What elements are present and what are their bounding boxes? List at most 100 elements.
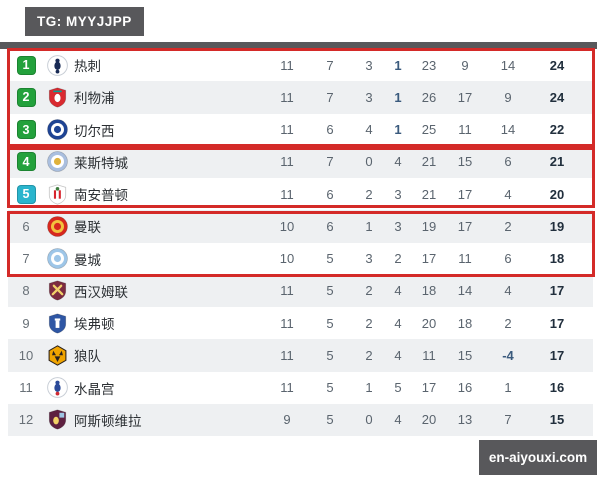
crest-aston-villa xyxy=(48,409,66,430)
stat-draws: 0 xyxy=(365,154,373,170)
team-name: 曼联 xyxy=(74,220,101,236)
position-badge: 2 xyxy=(16,87,36,107)
stat-goal-difference: 6 xyxy=(504,251,512,267)
stat-goals-for: 25 xyxy=(421,122,437,138)
stat-goals-against: 17 xyxy=(457,186,473,202)
team-name: 曼城 xyxy=(74,252,101,268)
tg-tag-label: TG: MYYJJPP xyxy=(37,14,132,29)
stat-played: 11 xyxy=(280,89,294,105)
team-name: 阿斯顿维拉 xyxy=(74,413,142,429)
position-cell: 2 xyxy=(12,87,40,107)
stat-points: 17 xyxy=(549,315,565,331)
stat-wins: 5 xyxy=(326,347,334,363)
stat-goals-against: 14 xyxy=(457,283,473,299)
stat-points: 17 xyxy=(549,283,565,299)
stat-draws: 3 xyxy=(365,57,373,73)
table-top-edge-bar xyxy=(0,42,597,49)
position-cell: 12 xyxy=(12,412,40,427)
stat-draws: 2 xyxy=(365,283,373,299)
stat-wins: 7 xyxy=(326,57,334,73)
team-crest xyxy=(40,151,74,173)
stat-draws: 4 xyxy=(365,122,373,138)
stat-points: 15 xyxy=(549,412,565,428)
stat-wins: 6 xyxy=(326,186,334,202)
stat-goals-against: 11 xyxy=(458,251,472,267)
stat-losses: 4 xyxy=(394,283,402,299)
table-row-1[interactable]: 1 热刺 11 7 3 1 23 9 14 24 xyxy=(8,49,593,82)
team-crest xyxy=(40,184,74,205)
crest-southampton xyxy=(48,184,66,205)
table-row-7[interactable]: 7 曼城 10 5 3 2 17 11 6 18 xyxy=(8,242,593,275)
team-crest xyxy=(40,216,74,237)
table-row-4[interactable]: 4 莱斯特城 11 7 0 4 21 15 6 21 xyxy=(8,145,593,178)
position-badge: 1 xyxy=(16,55,36,75)
table-row-3[interactable]: 3 切尔西 11 6 4 1 25 11 14 22 xyxy=(8,113,593,146)
stat-draws: 0 xyxy=(365,412,373,428)
stat-losses: 3 xyxy=(394,186,402,202)
team-crest xyxy=(40,248,74,269)
position-cell: 4 xyxy=(12,152,40,172)
table-row-8[interactable]: 8 西汉姆联 11 5 2 4 18 14 4 17 xyxy=(8,274,593,307)
table-row-12[interactable]: 12 阿斯顿维拉 9 5 0 4 20 13 7 15 xyxy=(8,403,593,436)
stat-goal-difference: 14 xyxy=(500,57,516,73)
stat-losses: 4 xyxy=(394,315,402,331)
stat-draws: 1 xyxy=(365,380,373,396)
table-row-9[interactable]: 9 埃弗顿 11 5 2 4 20 18 2 17 xyxy=(8,307,593,340)
stat-played: 11 xyxy=(280,186,294,202)
team-crest xyxy=(40,54,74,76)
stat-played: 11 xyxy=(280,122,294,138)
stat-goal-difference: 14 xyxy=(500,122,516,138)
table-row-6[interactable]: 6 曼联 10 6 1 3 19 17 2 19 xyxy=(8,210,593,243)
team-name: 南安普顿 xyxy=(74,188,128,204)
team-crest xyxy=(40,409,74,430)
table-row-5[interactable]: 5 南安普顿 11 6 2 3 21 17 4 20 xyxy=(8,178,593,211)
stat-goals-against: 13 xyxy=(457,412,473,428)
stat-losses: 4 xyxy=(394,412,402,428)
crest-wolves xyxy=(48,345,66,366)
team-name: 埃弗顿 xyxy=(74,317,115,333)
position-cell: 8 xyxy=(12,283,40,298)
stat-goals-for: 20 xyxy=(421,315,437,331)
table-row-2[interactable]: 2 利物浦 11 7 3 1 26 17 9 24 xyxy=(8,81,593,114)
position-cell: 3 xyxy=(12,120,40,140)
stat-goals-against: 18 xyxy=(457,315,473,331)
team-name: 莱斯特城 xyxy=(74,155,128,171)
stat-goals-for: 21 xyxy=(421,154,437,170)
stat-points: 24 xyxy=(549,89,565,105)
stat-wins: 5 xyxy=(326,412,334,428)
team-crest xyxy=(40,345,74,366)
position-cell: 11 xyxy=(12,380,40,395)
team-name: 西汉姆联 xyxy=(74,284,128,300)
stat-points: 20 xyxy=(549,186,565,202)
stat-points: 18 xyxy=(549,251,565,267)
position-cell: 7 xyxy=(12,251,40,266)
stat-goals-against: 16 xyxy=(457,380,473,396)
team-crest xyxy=(40,313,74,334)
team-crest xyxy=(40,119,74,140)
table-row-10[interactable]: 10 狼队 11 5 2 4 11 15 -4 17 xyxy=(8,339,593,372)
crest-tottenham xyxy=(46,54,68,76)
position-cell: 1 xyxy=(12,55,40,75)
position-cell: 9 xyxy=(12,316,40,331)
stat-goals-for: 11 xyxy=(422,347,436,363)
position-number: 11 xyxy=(19,380,33,396)
position-badge: 5 xyxy=(16,184,36,204)
stat-goals-against: 17 xyxy=(457,89,473,105)
stat-points: 17 xyxy=(549,347,565,363)
stat-goals-for: 17 xyxy=(421,251,437,267)
crest-liverpool xyxy=(48,87,66,108)
stat-goals-against: 11 xyxy=(458,122,472,138)
position-number: 7 xyxy=(22,251,30,267)
stat-losses: 4 xyxy=(394,347,402,363)
stat-wins: 6 xyxy=(326,122,334,138)
stat-points: 22 xyxy=(549,122,565,138)
table-row-11[interactable]: 11 水晶宫 11 5 1 5 17 16 1 16 xyxy=(8,371,593,404)
stat-goals-for: 18 xyxy=(421,283,437,299)
crest-chelsea xyxy=(46,119,68,140)
stat-played: 11 xyxy=(280,57,294,73)
watermark-label: en-aiyouxi.com xyxy=(488,450,588,465)
team-crest xyxy=(40,280,74,301)
stat-points: 21 xyxy=(549,154,565,170)
stat-losses: 2 xyxy=(394,251,402,267)
